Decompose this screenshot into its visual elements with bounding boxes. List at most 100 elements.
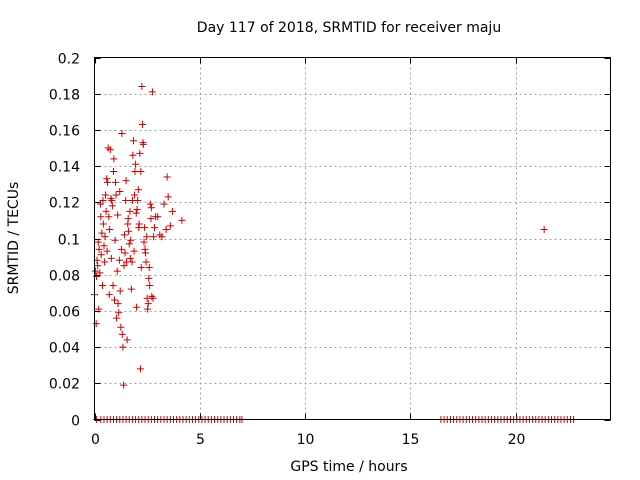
data-point bbox=[92, 267, 100, 275]
data-point bbox=[130, 247, 138, 255]
y-tick-label: 0.12 bbox=[49, 196, 80, 212]
x-tick-label: 0 bbox=[91, 432, 100, 448]
data-point bbox=[115, 256, 123, 264]
plot-frame bbox=[94, 57, 611, 420]
data-point bbox=[94, 262, 102, 270]
data-point bbox=[125, 227, 133, 235]
data-point bbox=[105, 213, 113, 221]
data-point bbox=[139, 140, 147, 148]
data-point bbox=[99, 196, 107, 204]
data-point bbox=[126, 254, 134, 262]
data-point bbox=[145, 274, 153, 282]
data-point bbox=[116, 187, 124, 195]
data-point bbox=[114, 300, 122, 308]
y-tick-label: 0.1 bbox=[58, 233, 80, 249]
y-tick-label: 0.18 bbox=[49, 88, 80, 104]
data-point bbox=[120, 231, 128, 239]
data-point bbox=[108, 202, 116, 210]
data-point bbox=[108, 196, 116, 204]
data-point bbox=[128, 258, 136, 266]
data-point bbox=[111, 236, 119, 244]
data-point bbox=[101, 191, 109, 199]
data-point bbox=[115, 309, 123, 317]
data-point bbox=[164, 193, 172, 201]
data-point bbox=[139, 120, 147, 128]
data-point bbox=[141, 224, 149, 232]
data-point bbox=[118, 330, 126, 338]
data-point bbox=[124, 215, 132, 223]
y-tick-label: 0.08 bbox=[49, 269, 80, 285]
data-point bbox=[97, 213, 105, 221]
data-point bbox=[133, 206, 141, 214]
data-point bbox=[142, 258, 150, 266]
data-point bbox=[154, 213, 162, 221]
data-point bbox=[117, 323, 125, 331]
chart-title: Day 117 of 2018, SRMTID for receiver maj… bbox=[197, 20, 501, 36]
data-point bbox=[136, 365, 144, 373]
data-point bbox=[99, 282, 107, 290]
data-point bbox=[148, 88, 156, 96]
data-point bbox=[125, 240, 133, 248]
data-point bbox=[178, 216, 186, 224]
data-point bbox=[95, 305, 103, 313]
data-point bbox=[146, 282, 154, 290]
data-point bbox=[136, 149, 144, 157]
data-point bbox=[99, 220, 107, 228]
y-tick-label: 0.02 bbox=[49, 377, 80, 393]
data-point bbox=[131, 191, 139, 199]
data-point bbox=[138, 82, 146, 90]
data-point bbox=[105, 291, 113, 299]
data-point bbox=[168, 207, 176, 215]
data-point bbox=[101, 258, 109, 266]
data-point bbox=[137, 263, 145, 271]
data-point bbox=[102, 207, 110, 215]
y-tick-label: 0 bbox=[71, 414, 80, 430]
data-point bbox=[146, 200, 154, 208]
data-point bbox=[134, 196, 142, 204]
x-tick-label: 15 bbox=[402, 432, 420, 448]
data-point bbox=[123, 336, 131, 344]
data-point bbox=[111, 296, 119, 304]
data-point bbox=[162, 225, 170, 233]
data-point bbox=[143, 233, 151, 241]
data-point bbox=[112, 191, 120, 199]
data-point bbox=[158, 233, 166, 241]
data-point bbox=[147, 215, 155, 223]
data-point bbox=[166, 222, 174, 230]
data-point bbox=[110, 155, 118, 163]
data-point bbox=[147, 204, 155, 212]
data-point bbox=[107, 195, 115, 203]
data-point bbox=[113, 267, 121, 275]
grid-lines bbox=[94, 57, 611, 420]
data-point bbox=[98, 229, 106, 237]
x-tick-label: 5 bbox=[196, 432, 205, 448]
data-point bbox=[149, 233, 157, 241]
data-point bbox=[120, 262, 128, 270]
data-point bbox=[163, 173, 171, 181]
data-point bbox=[104, 178, 112, 186]
data-point bbox=[109, 282, 117, 290]
data-point bbox=[134, 186, 142, 194]
y-tick-label: 0.2 bbox=[58, 52, 80, 68]
data-point bbox=[107, 254, 115, 262]
data-point bbox=[129, 137, 137, 145]
data-point bbox=[141, 249, 149, 257]
x-tick-label: 20 bbox=[508, 432, 526, 448]
data-point bbox=[140, 238, 148, 246]
data-point bbox=[143, 294, 151, 302]
data-point bbox=[96, 200, 104, 208]
data-point bbox=[113, 314, 121, 322]
data-point bbox=[101, 233, 109, 241]
data-point bbox=[144, 305, 152, 313]
data-point bbox=[96, 269, 104, 277]
data-point bbox=[119, 343, 127, 351]
data-point bbox=[151, 224, 159, 232]
data-point bbox=[92, 320, 100, 328]
data-point bbox=[133, 303, 141, 311]
axis-ticks: 0 5 10 15 20 0 0.02 0.04 0.06 0.08 0.1 0.12 0.14 0.16… bbox=[49, 52, 611, 448]
data-point bbox=[127, 236, 135, 244]
data-point bbox=[145, 263, 153, 271]
data-point bbox=[120, 381, 128, 389]
data-point bbox=[131, 168, 139, 176]
